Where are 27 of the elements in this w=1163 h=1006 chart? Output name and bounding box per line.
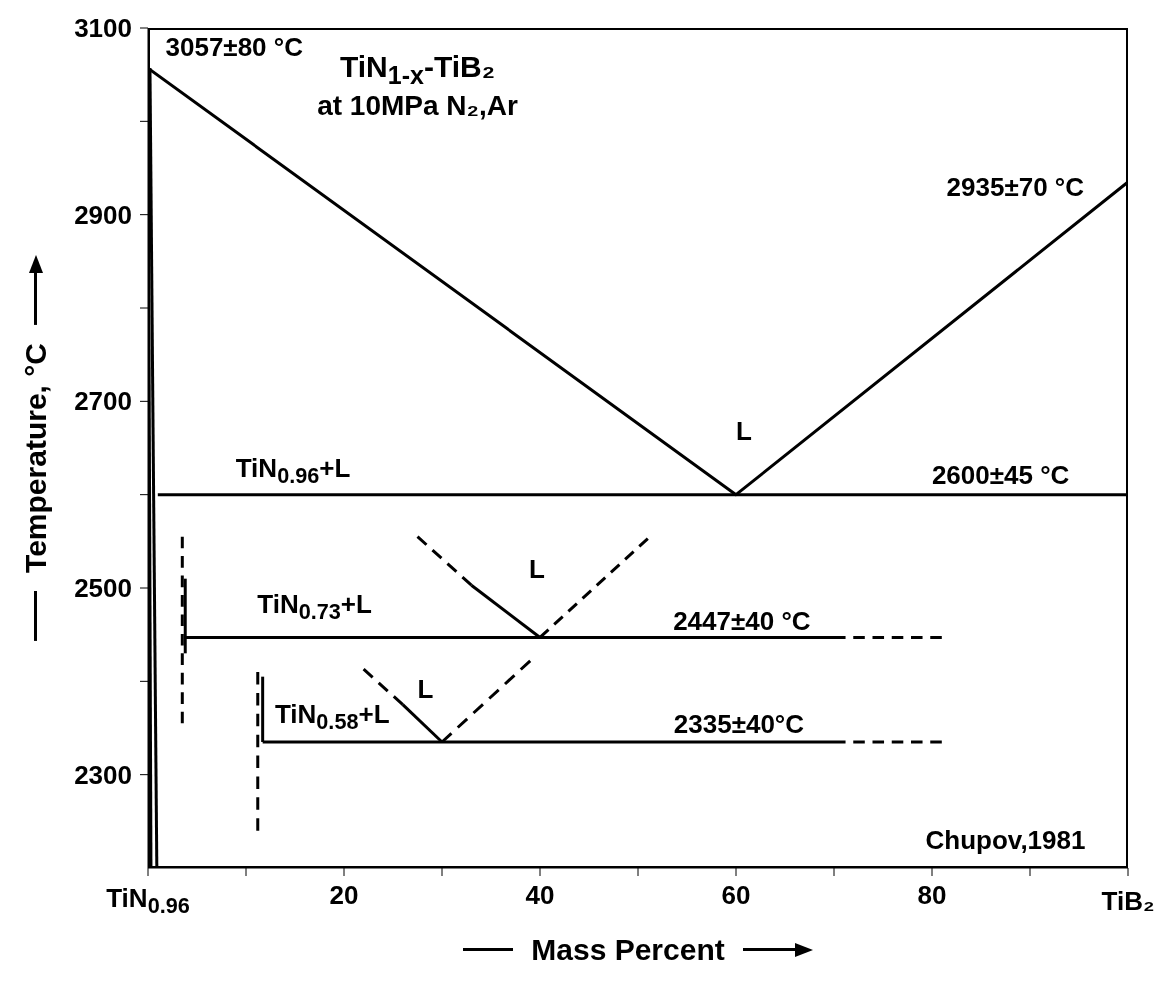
y-tick-label: 2500 — [74, 573, 132, 603]
annotation: L — [529, 553, 545, 585]
annotation: Chupov,1981 — [925, 824, 1086, 856]
text: at 10MPa N₂,Ar — [317, 90, 518, 122]
text: TiN$_{0.96}$ — [106, 882, 190, 919]
y-axis-title: Temperature, °C — [19, 343, 53, 573]
annotation: 2935±70 °C — [946, 171, 1085, 203]
y-tick-label: 3100 — [74, 13, 132, 43]
y-tick-label: 2300 — [74, 759, 132, 790]
x-tick-label: 60 — [721, 880, 751, 910]
text: TiB₂ — [1101, 885, 1155, 917]
annotation: TiN$_{0.58}$+L — [274, 698, 390, 735]
x-tick-label: 80 — [917, 880, 947, 910]
annotation: L — [735, 415, 752, 447]
text: TiN$_{1-x}$-TiB₂ — [339, 50, 496, 90]
y-tick-label: 2900 — [74, 199, 132, 230]
annotation: 2335±40°C — [673, 708, 805, 740]
annotation: TiN$_{0.96}$+L — [235, 453, 351, 490]
y-tick-label: 2700 — [74, 386, 132, 417]
annotation: L — [417, 673, 434, 705]
annotation: 3057±80 °C — [165, 31, 303, 63]
annotation: 2447±40 °C — [673, 605, 811, 637]
annotation: 2600±45 °C — [931, 459, 1070, 491]
x-axis-title: Mass Percent — [531, 933, 725, 967]
x-tick-label: 40 — [525, 880, 555, 910]
x-tick-label: 20 — [329, 880, 359, 910]
annotation: TiN$_{0.73}$+L — [257, 588, 372, 625]
